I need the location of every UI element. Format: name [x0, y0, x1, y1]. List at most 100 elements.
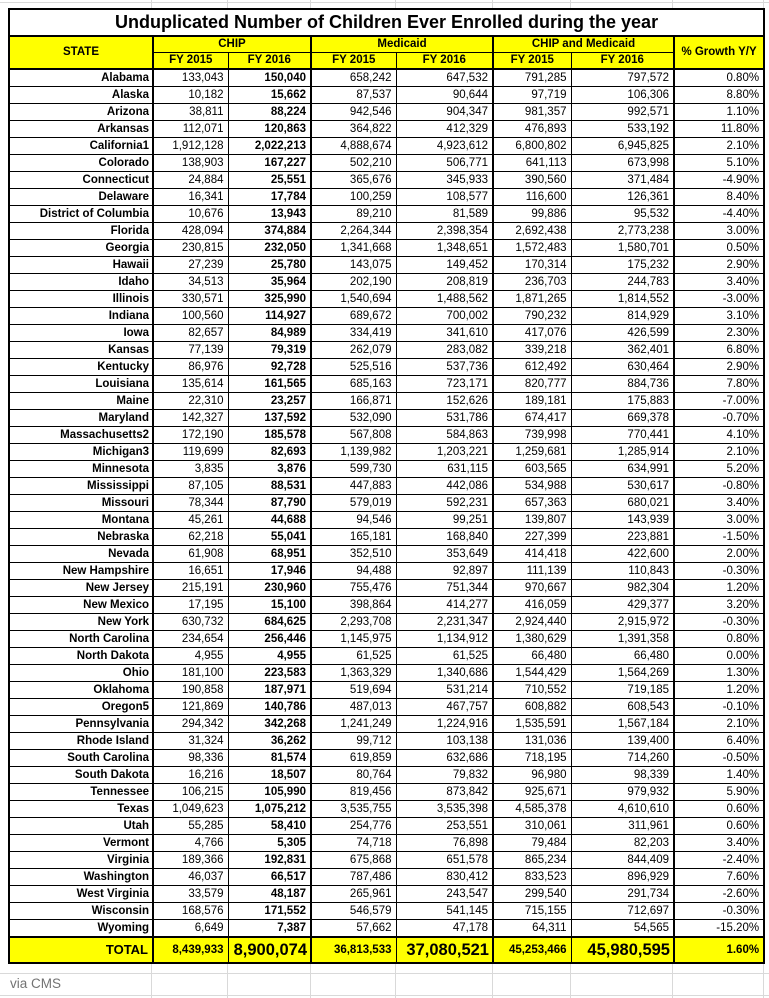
state-name: New Jersey — [8, 579, 154, 597]
chip-fy2015-cell: 215,191 — [152, 579, 229, 597]
chip-fy2015-cell: 10,182 — [152, 86, 229, 104]
medicaid-fy2015-cell: 1,139,982 — [310, 443, 397, 461]
total-chip-medicaid-fy2015: 45,253,466 — [492, 936, 572, 964]
growth-cell: -1.50% — [673, 528, 765, 546]
chip-medicaid-fy2016-cell: 6,945,825 — [570, 137, 675, 155]
chip-fy2015-cell: 22,310 — [152, 392, 229, 410]
chip-fy2015-cell: 172,190 — [152, 426, 229, 444]
growth-cell: 1.40% — [673, 766, 765, 784]
chip-fy2015-cell: 294,342 — [152, 715, 229, 733]
chip-fy2016-cell: 84,989 — [227, 324, 312, 342]
medicaid-fy2016-cell: 467,757 — [395, 698, 494, 716]
chip-fy2016-cell: 87,790 — [227, 494, 312, 512]
growth-cell: 0.60% — [673, 800, 765, 818]
medicaid-fy2016-cell: 700,002 — [395, 307, 494, 325]
chip-fy2016-cell: 88,531 — [227, 477, 312, 495]
state-name: New Hampshire — [8, 562, 154, 580]
medicaid-fy2015-cell: 546,579 — [310, 902, 397, 920]
table-row: Idaho 34,513 35,964 202,190 208,819 236,… — [8, 273, 765, 291]
table-row: New Hampshire 16,651 17,946 94,488 92,89… — [8, 562, 765, 580]
chip-fy2015-cell: 181,100 — [152, 664, 229, 682]
chip-medicaid-fy2016-cell: 106,306 — [570, 86, 675, 104]
chip-fy2016-cell: 171,552 — [227, 902, 312, 920]
state-name: Maryland — [8, 409, 154, 427]
chip-medicaid-fy2016-cell: 530,617 — [570, 477, 675, 495]
chip-medicaid-fy2015-cell: 2,692,438 — [492, 222, 572, 240]
chip-fy2016-cell: 4,955 — [227, 647, 312, 665]
table-row: New Jersey 215,191 230,960 755,476 751,3… — [8, 579, 765, 597]
growth-cell: 6.40% — [673, 732, 765, 750]
chip-medicaid-fy2016-cell: 982,304 — [570, 579, 675, 597]
chip-medicaid-fy2016-cell: 139,400 — [570, 732, 675, 750]
medicaid-fy2016-cell: 647,532 — [395, 68, 494, 87]
chip-fy2015-cell: 86,976 — [152, 358, 229, 376]
chip-fy2016-cell: 3,876 — [227, 460, 312, 478]
chip-fy2015-cell: 62,218 — [152, 528, 229, 546]
state-name: Delaware — [8, 188, 154, 206]
growth-cell: 0.80% — [673, 630, 765, 648]
table-row: Florida 428,094 374,884 2,264,344 2,398,… — [8, 222, 765, 240]
chip-fy2015-cell: 38,811 — [152, 103, 229, 121]
table-title: Unduplicated Number of Children Ever Enr… — [7, 8, 766, 37]
chip-fy2015-cell: 1,912,128 — [152, 137, 229, 155]
chip-fy2016-cell: 114,927 — [227, 307, 312, 325]
header-chip-fy2015: FY 2015 — [152, 52, 229, 70]
chip-medicaid-fy2016-cell: 426,599 — [570, 324, 675, 342]
header-group-chip: CHIP — [152, 35, 312, 53]
growth-cell: 8.40% — [673, 188, 765, 206]
table-row: Ohio 181,100 223,583 1,363,329 1,340,686… — [8, 664, 765, 682]
chip-medicaid-fy2016-cell: 630,464 — [570, 358, 675, 376]
medicaid-fy2015-cell: 4,888,674 — [310, 137, 397, 155]
medicaid-fy2015-cell: 525,516 — [310, 358, 397, 376]
medicaid-fy2016-cell: 4,923,612 — [395, 137, 494, 155]
table-row: North Carolina 234,654 256,446 1,145,975… — [8, 630, 765, 648]
chip-fy2016-cell: 192,831 — [227, 851, 312, 869]
medicaid-fy2016-cell: 412,329 — [395, 120, 494, 138]
chip-medicaid-fy2015-cell: 612,492 — [492, 358, 572, 376]
chip-medicaid-fy2015-cell: 131,036 — [492, 732, 572, 750]
medicaid-fy2015-cell: 447,883 — [310, 477, 397, 495]
total-growth: 1.60% — [673, 936, 765, 964]
chip-fy2015-cell: 234,654 — [152, 630, 229, 648]
chip-fy2015-cell: 24,884 — [152, 171, 229, 189]
medicaid-fy2015-cell: 787,486 — [310, 868, 397, 886]
chip-medicaid-fy2015-cell: 970,667 — [492, 579, 572, 597]
medicaid-fy2015-cell: 519,694 — [310, 681, 397, 699]
chip-fy2016-cell: 35,964 — [227, 273, 312, 291]
medicaid-fy2016-cell: 651,578 — [395, 851, 494, 869]
medicaid-fy2016-cell: 1,488,562 — [395, 290, 494, 308]
chip-medicaid-fy2016-cell: 311,961 — [570, 817, 675, 835]
chip-fy2015-cell: 119,699 — [152, 443, 229, 461]
state-name: California1 — [8, 137, 154, 155]
state-name: Indiana — [8, 307, 154, 325]
chip-medicaid-fy2016-cell: 54,565 — [570, 919, 675, 938]
chip-fy2015-cell: 34,513 — [152, 273, 229, 291]
chip-fy2016-cell: 48,187 — [227, 885, 312, 903]
chip-fy2016-cell: 18,507 — [227, 766, 312, 784]
medicaid-fy2015-cell: 658,242 — [310, 68, 397, 87]
state-name: South Dakota — [8, 766, 154, 784]
medicaid-fy2016-cell: 631,115 — [395, 460, 494, 478]
total-chip-fy2015: 8,439,933 — [152, 936, 229, 964]
growth-cell: -0.10% — [673, 698, 765, 716]
chip-medicaid-fy2015-cell: 1,544,429 — [492, 664, 572, 682]
chip-medicaid-fy2016-cell: 110,843 — [570, 562, 675, 580]
medicaid-fy2015-cell: 755,476 — [310, 579, 397, 597]
table-row: Alabama 133,043 150,040 658,242 647,532 … — [8, 68, 765, 87]
chip-medicaid-fy2016-cell: 175,232 — [570, 256, 675, 274]
chip-medicaid-fy2015-cell: 2,924,440 — [492, 613, 572, 631]
chip-medicaid-fy2016-cell: 2,915,972 — [570, 613, 675, 631]
medicaid-fy2015-cell: 579,019 — [310, 494, 397, 512]
medicaid-fy2015-cell: 94,546 — [310, 511, 397, 529]
growth-cell: 7.60% — [673, 868, 765, 886]
growth-cell: -7.00% — [673, 392, 765, 410]
state-name: Idaho — [8, 273, 154, 291]
medicaid-fy2015-cell: 2,264,344 — [310, 222, 397, 240]
medicaid-fy2015-cell: 166,871 — [310, 392, 397, 410]
state-name: Arkansas — [8, 120, 154, 138]
chip-fy2016-cell: 120,863 — [227, 120, 312, 138]
state-name: District of Columbia — [8, 205, 154, 223]
growth-cell: 3.40% — [673, 494, 765, 512]
table-row: Nebraska 62,218 55,041 165,181 168,840 2… — [8, 528, 765, 546]
chip-medicaid-fy2015-cell: 236,703 — [492, 273, 572, 291]
